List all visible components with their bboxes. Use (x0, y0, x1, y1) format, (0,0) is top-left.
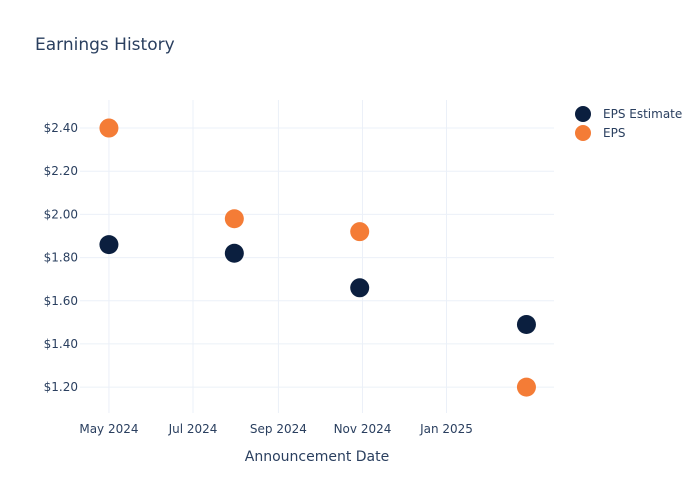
y-tick-label: $2.40 (44, 121, 78, 135)
x-tick-label: Jan 2025 (419, 422, 473, 436)
y-tick-labels: $1.20 $1.40 $1.60 $1.80 $2.00 $2.20 $2.40 (44, 121, 78, 394)
x-gridlines (108, 100, 448, 413)
x-tick-label: Sep 2024 (250, 422, 307, 436)
data-points (99, 118, 536, 397)
eps-point (516, 377, 536, 397)
y-tick-label: $1.80 (44, 251, 78, 265)
legend: EPS Estimate EPS (575, 106, 682, 141)
y-tick-label: $2.00 (44, 207, 78, 221)
eps-point (224, 209, 244, 229)
eps-estimate-point (516, 314, 536, 334)
x-axis-title: Announcement Date (245, 449, 389, 465)
y-tick-label: $1.20 (44, 380, 78, 394)
y-tick-label: $1.40 (44, 337, 78, 351)
x-tick-label: May 2024 (79, 422, 138, 436)
legend-label: EPS (603, 126, 625, 140)
legend-marker (575, 106, 591, 122)
eps-point (99, 118, 119, 138)
y-tick-label: $2.20 (44, 164, 78, 178)
eps-point (350, 222, 370, 242)
legend-label: EPS Estimate (603, 107, 682, 121)
eps-estimate-point (224, 243, 244, 263)
x-tick-label: Jul 2024 (168, 422, 218, 436)
x-tick-label: Nov 2024 (334, 422, 392, 436)
x-tick-labels: May 2024 Jul 2024 Sep 2024 Nov 2024 Jan 2025 (79, 422, 473, 436)
y-gridlines (80, 127, 554, 388)
y-tick-label: $1.60 (44, 294, 78, 308)
eps-estimate-point (99, 235, 119, 255)
legend-marker (575, 125, 591, 141)
chart-title: Earnings History (35, 35, 175, 55)
eps-estimate-point (350, 278, 370, 298)
